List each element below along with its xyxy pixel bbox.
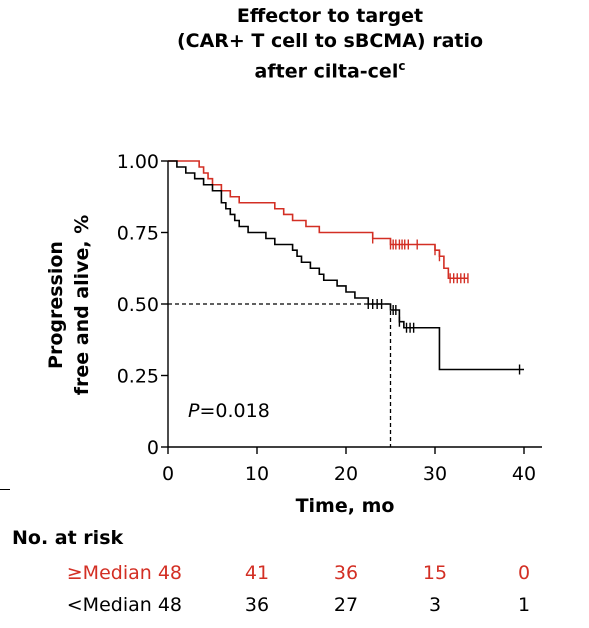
median-reference-lines	[168, 303, 392, 447]
p-value-prefix: P	[188, 400, 200, 422]
x-tick-label: 0	[162, 463, 174, 485]
y-axis-label-line-2: free and alive, %	[71, 215, 93, 396]
p-value-annotation: P=0.018	[188, 400, 270, 422]
chart-axes: 0 0.25 0.50 0.75 1.00 0 10 20 30 40	[117, 151, 542, 485]
risk-count: 27	[333, 594, 359, 616]
x-tick-label: 10	[245, 463, 269, 485]
y-tick-label: 0.50	[117, 294, 159, 316]
km-chart: 0 0.25 0.50 0.75 1.00 0 10 20 30 40 Progression f…	[45, 151, 542, 517]
y-tick-label: 0.75	[117, 223, 159, 245]
risk-row-label: ≥Median 48	[66, 562, 182, 584]
risk-row-label: <Median 48	[66, 594, 182, 616]
risk-table-header: No. at risk	[12, 527, 124, 549]
risk-count: 36	[244, 594, 270, 616]
series-1	[168, 160, 469, 284]
chart-title-line-3: after cilta-celc	[100, 54, 560, 84]
risk-count: 41	[244, 562, 270, 584]
risk-count: 3	[428, 594, 442, 616]
y-tick-label: 0	[147, 437, 159, 459]
chart-title-line-1: Effector to target	[236, 5, 424, 27]
left-edge-tick	[0, 489, 10, 490]
y-tick-label: 1.00	[117, 151, 159, 173]
risk-count: 15	[422, 562, 448, 584]
chart-title: Effector to target (CAR+ T cell to sBCMA…	[100, 4, 560, 84]
risk-count: 36	[333, 562, 359, 584]
x-tick-label: 20	[334, 463, 358, 485]
p-value-text: =0.018	[199, 400, 269, 422]
x-axis-label: Time, mo	[296, 495, 395, 517]
series-2	[168, 160, 524, 375]
x-tick-label: 40	[512, 463, 536, 485]
chart-title-superscript: c	[398, 59, 406, 73]
x-tick-label: 30	[423, 463, 447, 485]
km-step-line	[168, 160, 524, 371]
chart-title-line-2: (CAR+ T cell to sBCMA) ratio	[176, 30, 484, 52]
risk-count: 1	[517, 594, 531, 616]
y-tick-label: 0.25	[117, 366, 159, 388]
risk-row: ≥Median 48 41 36 15 0	[0, 562, 589, 588]
km-step-line	[168, 160, 468, 280]
km-curves	[168, 160, 524, 375]
chart-title-line-3-text: after cilta-cel	[254, 60, 399, 83]
y-axis-label-line-1: Progression	[45, 241, 67, 369]
risk-row: <Median 48 36 27 3 1	[0, 594, 589, 620]
risk-count: 0	[517, 562, 531, 584]
